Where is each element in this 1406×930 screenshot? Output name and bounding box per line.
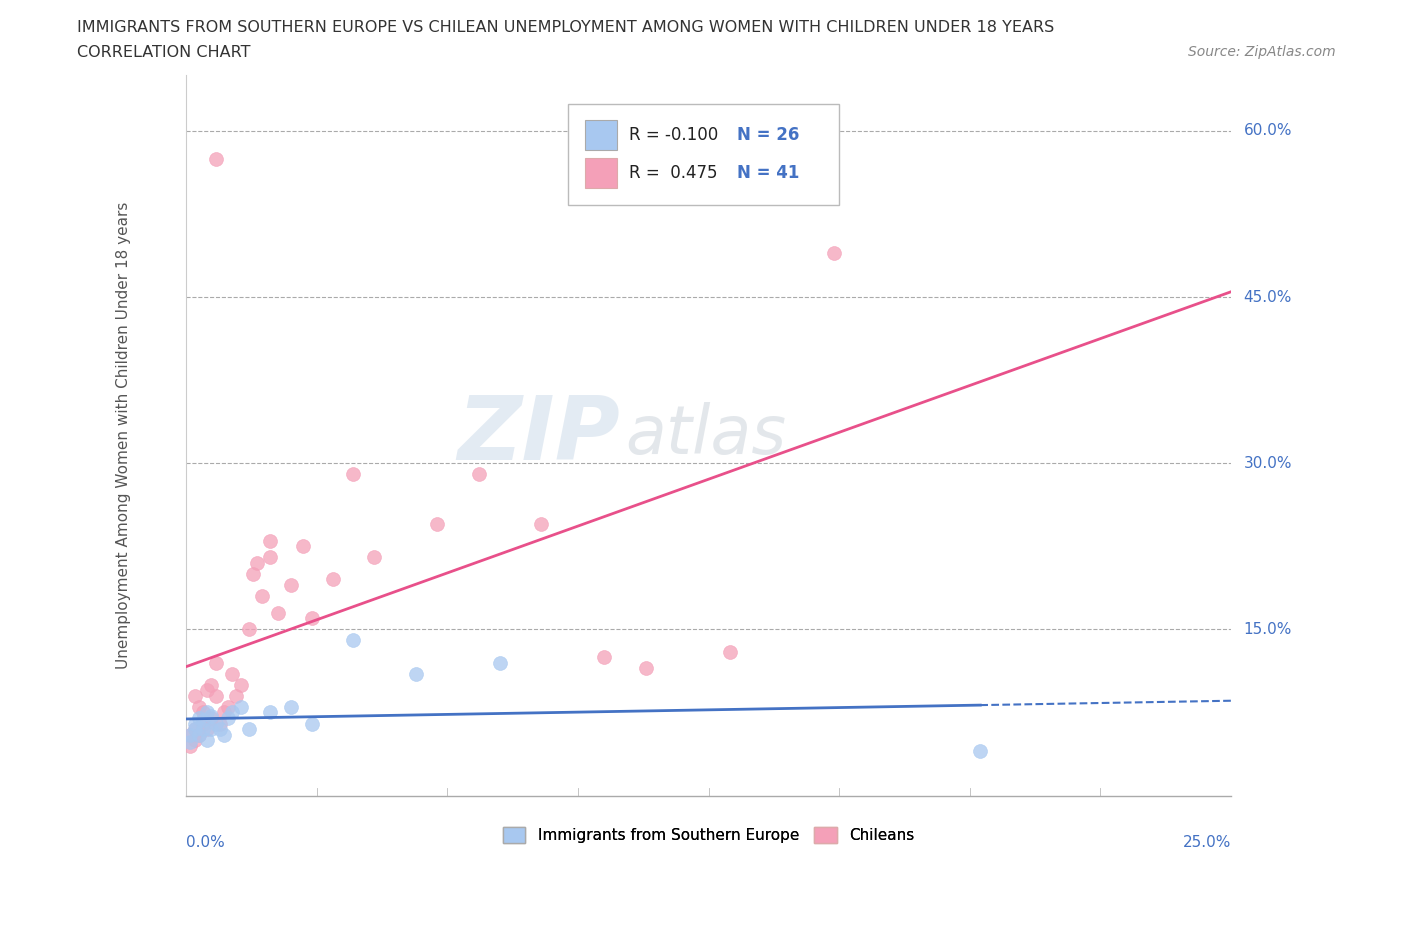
Point bbox=[530, 517, 553, 532]
Point bbox=[242, 566, 264, 581]
Point bbox=[259, 550, 281, 565]
Text: N = 26: N = 26 bbox=[737, 126, 799, 144]
Point bbox=[280, 699, 302, 714]
Point bbox=[225, 688, 247, 703]
Point bbox=[593, 649, 616, 664]
Point bbox=[191, 716, 214, 731]
Point bbox=[183, 716, 205, 731]
Text: Source: ZipAtlas.com: Source: ZipAtlas.com bbox=[1188, 45, 1336, 59]
Point bbox=[634, 660, 657, 675]
Point bbox=[187, 727, 209, 742]
Point bbox=[204, 655, 226, 670]
Point bbox=[259, 705, 281, 720]
Text: 15.0%: 15.0% bbox=[1243, 622, 1292, 637]
Legend: Immigrants from Southern Europe, Chileans: Immigrants from Southern Europe, Chilean… bbox=[496, 821, 921, 849]
Text: R = -0.100: R = -0.100 bbox=[630, 126, 718, 144]
Point bbox=[229, 699, 252, 714]
Point bbox=[238, 722, 260, 737]
Point bbox=[342, 633, 364, 648]
Text: IMMIGRANTS FROM SOUTHERN EUROPE VS CHILEAN UNEMPLOYMENT AMONG WOMEN WITH CHILDRE: IMMIGRANTS FROM SOUTHERN EUROPE VS CHILE… bbox=[77, 20, 1054, 35]
Point bbox=[229, 677, 252, 692]
Point bbox=[200, 709, 222, 724]
Point bbox=[259, 533, 281, 548]
FancyBboxPatch shape bbox=[568, 104, 839, 205]
Point bbox=[208, 722, 231, 737]
Text: 60.0%: 60.0% bbox=[1243, 124, 1292, 139]
Text: 0.0%: 0.0% bbox=[187, 835, 225, 850]
Point bbox=[267, 605, 290, 620]
Point bbox=[246, 555, 269, 570]
Point bbox=[301, 611, 323, 626]
FancyBboxPatch shape bbox=[585, 120, 617, 151]
Point bbox=[204, 716, 226, 731]
Point bbox=[718, 644, 741, 659]
Point bbox=[195, 733, 218, 748]
Point bbox=[191, 705, 214, 720]
Point bbox=[200, 722, 222, 737]
Text: atlas: atlas bbox=[626, 403, 786, 469]
Point bbox=[280, 578, 302, 592]
Point bbox=[342, 467, 364, 482]
Point bbox=[488, 655, 510, 670]
Point bbox=[823, 246, 845, 260]
Point bbox=[363, 550, 385, 565]
Point bbox=[208, 716, 231, 731]
Text: 45.0%: 45.0% bbox=[1243, 289, 1292, 304]
Point bbox=[250, 589, 273, 604]
Text: CORRELATION CHART: CORRELATION CHART bbox=[77, 45, 250, 60]
Point bbox=[204, 151, 226, 166]
Point bbox=[426, 517, 449, 532]
Point bbox=[179, 738, 201, 753]
Point bbox=[179, 727, 201, 742]
Point bbox=[212, 705, 235, 720]
Point bbox=[468, 467, 491, 482]
Point bbox=[187, 727, 209, 742]
Point bbox=[195, 705, 218, 720]
Point bbox=[217, 699, 239, 714]
Point bbox=[200, 677, 222, 692]
Text: ZIP: ZIP bbox=[457, 392, 620, 479]
Point bbox=[221, 705, 243, 720]
Text: N = 41: N = 41 bbox=[737, 164, 799, 181]
Point bbox=[187, 699, 209, 714]
Point bbox=[200, 711, 222, 725]
Point bbox=[191, 712, 214, 727]
FancyBboxPatch shape bbox=[585, 157, 617, 188]
Point bbox=[187, 711, 209, 725]
Point bbox=[183, 688, 205, 703]
Text: R =  0.475: R = 0.475 bbox=[630, 164, 717, 181]
Point bbox=[179, 735, 201, 750]
Point bbox=[204, 688, 226, 703]
Point bbox=[238, 622, 260, 637]
Point bbox=[183, 722, 205, 737]
Point bbox=[969, 744, 991, 759]
Point bbox=[191, 722, 214, 737]
Point bbox=[212, 727, 235, 742]
Point bbox=[322, 572, 344, 587]
Point bbox=[195, 683, 218, 698]
Point bbox=[221, 666, 243, 681]
Point bbox=[179, 727, 201, 742]
Text: 25.0%: 25.0% bbox=[1182, 835, 1232, 850]
Point bbox=[195, 722, 218, 737]
Text: Unemployment Among Women with Children Under 18 years: Unemployment Among Women with Children U… bbox=[117, 202, 131, 670]
Point bbox=[405, 666, 427, 681]
Point bbox=[301, 716, 323, 731]
Point bbox=[217, 711, 239, 725]
Point bbox=[292, 538, 315, 553]
Point bbox=[183, 733, 205, 748]
Point bbox=[183, 722, 205, 737]
Text: 30.0%: 30.0% bbox=[1243, 456, 1292, 471]
